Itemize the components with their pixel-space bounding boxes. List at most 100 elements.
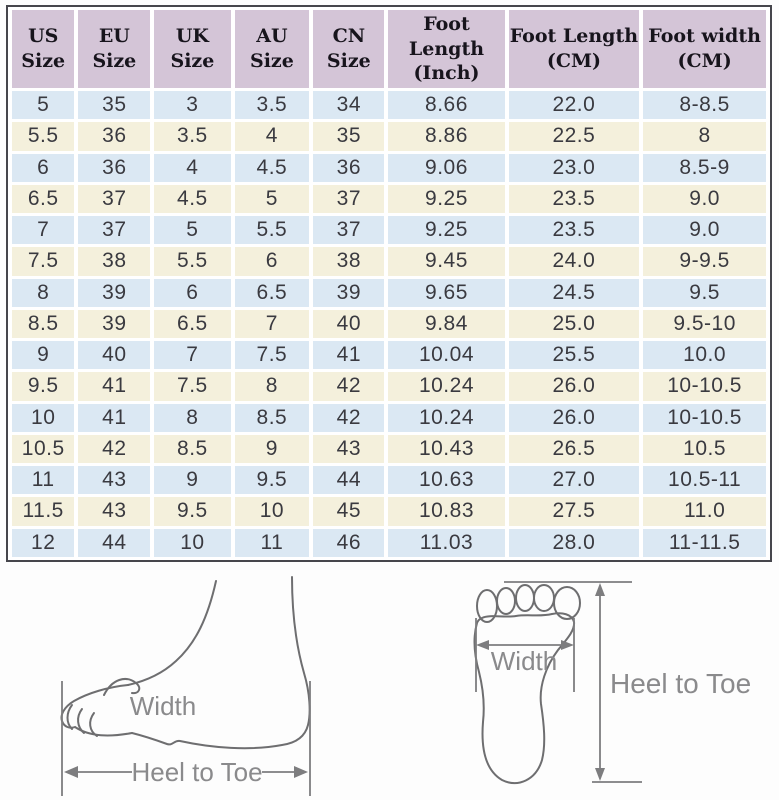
- width-label: Width: [491, 646, 557, 676]
- size-cell: 26.5: [508, 434, 640, 464]
- size-cell: 3.5: [234, 91, 310, 120]
- size-cell: 45: [313, 497, 385, 526]
- size-cell: 5: [154, 216, 231, 245]
- size-cell: 43: [313, 434, 385, 464]
- size-cell: 9.65: [388, 278, 505, 307]
- table-body: 5 35 3 3.5 34 8.66 22.0 8-8.5 5.5 36 3.5 4 35 8.86 22.…: [12, 91, 766, 557]
- column-header: UK Size: [154, 10, 231, 89]
- size-cell: 27.5: [508, 497, 640, 526]
- foot-side-view-diagram: Heel to Toe Width: [60, 576, 311, 796]
- size-cell: 37: [313, 216, 385, 245]
- table-row: 7.5 38 5.5 6 38 9.45 24.0 9-9.5: [12, 247, 766, 276]
- size-cell: 43: [78, 497, 151, 526]
- size-cell: 35: [313, 122, 385, 151]
- size-cell: 9.06: [388, 153, 505, 182]
- size-cell: 12: [12, 528, 75, 557]
- width-measurement: Width: [475, 618, 575, 692]
- size-cell: 10.63: [388, 466, 505, 495]
- column-header: AU Size: [234, 10, 310, 89]
- column-header: Foot Length (Inch): [388, 10, 505, 89]
- size-cell: 36: [78, 122, 151, 151]
- size-cell: 10.5-11: [643, 466, 766, 495]
- size-cell: 10.5: [12, 434, 75, 464]
- size-cell: 6.5: [12, 184, 75, 214]
- table-row: 8.5 39 6.5 7 40 9.84 25.0 9.5-10: [12, 309, 766, 339]
- size-cell: 37: [78, 184, 151, 214]
- size-cell: 36: [313, 153, 385, 182]
- measurement-diagrams: Heel to Toe Width Width: [0, 562, 779, 800]
- size-cell: 10.43: [388, 434, 505, 464]
- size-cell: 42: [313, 403, 385, 432]
- table-row: 9.5 41 7.5 8 42 10.24 26.0 10-10.5: [12, 372, 766, 401]
- table-row: 11.5 43 9.5 10 45 10.83 27.5 11.0: [12, 497, 766, 526]
- size-cell: 4: [154, 153, 231, 182]
- size-cell: 7.5: [234, 341, 310, 370]
- size-cell: 44: [78, 528, 151, 557]
- width-label: Width: [130, 691, 196, 721]
- column-header: US Size: [12, 10, 75, 89]
- size-cell: 9.25: [388, 184, 505, 214]
- size-cell: 41: [78, 372, 151, 401]
- size-cell: 6: [12, 153, 75, 182]
- size-cell: 9.5: [234, 466, 310, 495]
- size-cell: 8: [643, 122, 766, 151]
- size-cell: 46: [313, 528, 385, 557]
- size-cell: 24.0: [508, 247, 640, 276]
- size-cell: 10.5: [643, 434, 766, 464]
- size-cell: 39: [78, 309, 151, 339]
- size-cell: 8.5: [12, 309, 75, 339]
- size-cell: 8.5: [234, 403, 310, 432]
- size-cell: 9-9.5: [643, 247, 766, 276]
- size-cell: 7: [154, 341, 231, 370]
- size-cell: 10.24: [388, 403, 505, 432]
- table-row: 7 37 5 5.5 37 9.25 23.5 9.0: [12, 216, 766, 245]
- table-row: 5 35 3 3.5 34 8.66 22.0 8-8.5: [12, 91, 766, 120]
- heel-to-toe-label: Heel to Toe: [131, 757, 262, 787]
- size-cell: 8: [154, 403, 231, 432]
- size-cell: 9.0: [643, 216, 766, 245]
- size-cell: 10: [154, 528, 231, 557]
- size-cell: 8.5-9: [643, 153, 766, 182]
- size-cell: 6.5: [154, 309, 231, 339]
- table-row: 10.5 42 8.5 9 43 10.43 26.5 10.5: [12, 434, 766, 464]
- size-cell: 10: [234, 497, 310, 526]
- size-cell: 44: [313, 466, 385, 495]
- size-cell: 38: [78, 247, 151, 276]
- size-cell: 8-8.5: [643, 91, 766, 120]
- size-cell: 3: [154, 91, 231, 120]
- table-row: 6.5 37 4.5 5 37 9.25 23.5 9.0: [12, 184, 766, 214]
- size-cell: 11.03: [388, 528, 505, 557]
- size-cell: 39: [313, 278, 385, 307]
- size-cell: 8.66: [388, 91, 505, 120]
- table-header: US Size EU Size UK Size AU Size CN Size Foot Lengt…: [12, 10, 766, 89]
- size-cell: 23.5: [508, 216, 640, 245]
- size-cell: 11: [12, 466, 75, 495]
- size-cell: 5: [234, 184, 310, 214]
- size-cell: 28.0: [508, 528, 640, 557]
- size-cell: 9: [234, 434, 310, 464]
- heel-to-toe-measurement: Heel to Toe: [504, 581, 751, 783]
- size-cell: 41: [313, 341, 385, 370]
- size-cell: 4: [234, 122, 310, 151]
- size-cell: 35: [78, 91, 151, 120]
- table-row: 8 39 6 6.5 39 9.65 24.5 9.5: [12, 278, 766, 307]
- size-cell: 3.5: [154, 122, 231, 151]
- size-cell: 10.24: [388, 372, 505, 401]
- size-cell: 9.5: [643, 278, 766, 307]
- size-cell: 6.5: [234, 278, 310, 307]
- size-cell: 22.0: [508, 91, 640, 120]
- size-cell: 8: [12, 278, 75, 307]
- size-cell: 8.86: [388, 122, 505, 151]
- table-row: 10 41 8 8.5 42 10.24 26.0 10-10.5: [12, 403, 766, 432]
- size-cell: 9.25: [388, 216, 505, 245]
- size-cell: 38: [313, 247, 385, 276]
- size-cell: 24.5: [508, 278, 640, 307]
- size-cell: 23.5: [508, 184, 640, 214]
- size-cell: 6: [154, 278, 231, 307]
- size-cell: 22.5: [508, 122, 640, 151]
- size-cell: 9.5: [12, 372, 75, 401]
- size-cell: 11: [234, 528, 310, 557]
- size-cell: 11.0: [643, 497, 766, 526]
- size-cell: 5.5: [12, 122, 75, 151]
